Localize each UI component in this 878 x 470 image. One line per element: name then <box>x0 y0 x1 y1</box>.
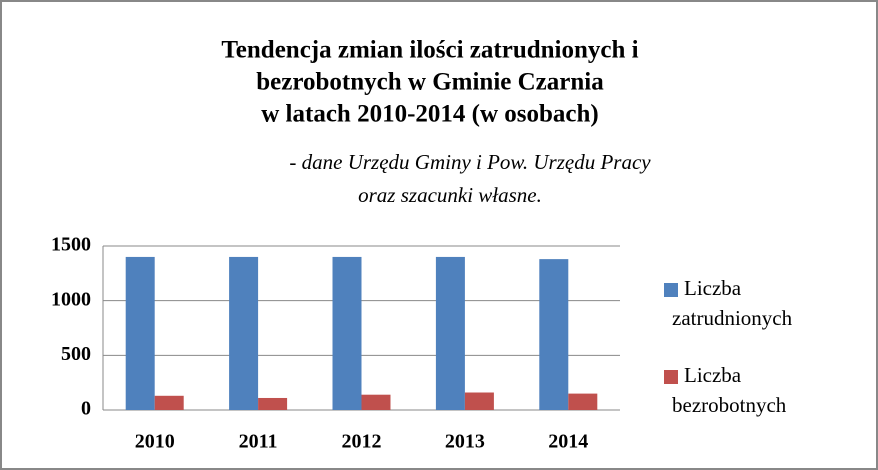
chart-title: w latach 2010-2014 (w osobach) <box>261 101 599 128</box>
chart-title: bezrobotnych w Gminie Czarnia <box>256 69 604 96</box>
bar <box>568 393 598 410</box>
x-tick-label: 2013 <box>445 431 485 453</box>
legend-line: zatrudnionych <box>672 306 793 330</box>
legend-label: Liczba zatrudnionych <box>672 276 793 330</box>
legend-swatch <box>664 283 678 297</box>
bar <box>258 397 288 410</box>
y-tick-label: 500 <box>61 343 91 365</box>
legend-line: bezrobotnych <box>672 393 787 417</box>
y-tick-label: 1000 <box>51 288 91 310</box>
bar <box>464 392 494 410</box>
x-tick-label: 2012 <box>342 431 382 453</box>
bar <box>539 259 569 410</box>
x-tick-label: 2010 <box>135 431 175 453</box>
bar <box>435 256 465 410</box>
y-tick-label: 0 <box>81 398 91 420</box>
legend-line: Liczba <box>684 363 742 387</box>
legend-label: Liczba bezrobotnych <box>672 363 787 417</box>
bar <box>125 256 155 410</box>
x-tick-label: 2011 <box>239 431 278 453</box>
chart-subtitle: - dane Urzędu Gminy i Pow. Urzędu Pracy <box>289 150 651 174</box>
chart-subtitle: oraz szacunki własne. <box>358 183 542 207</box>
bar <box>154 395 184 410</box>
bar <box>361 394 391 410</box>
bar <box>229 256 259 410</box>
y-tick-label: 1500 <box>51 234 91 256</box>
legend-line: Liczba <box>684 276 742 300</box>
legend-swatch <box>664 370 678 384</box>
chart-title: Tendencja zmian ilości zatrudnionych i <box>221 37 638 64</box>
bar <box>332 256 362 410</box>
x-tick-label: 2014 <box>548 431 588 453</box>
